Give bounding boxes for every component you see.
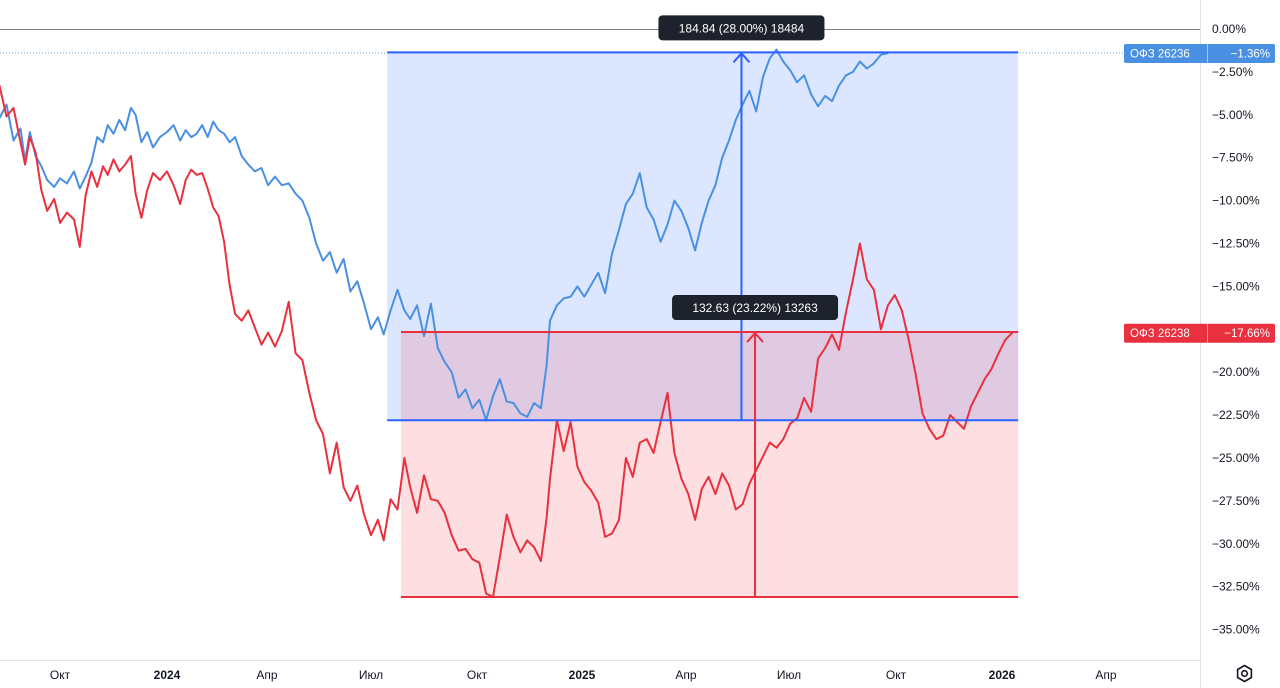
last-value-tag-2[interactable]: ОФЗ 26238 −17.66% xyxy=(1124,323,1275,343)
x-tick-label: Апр xyxy=(675,668,697,682)
last-value-tag-1[interactable]: ОФЗ 26236 −1.36% xyxy=(1124,44,1275,64)
x-tick-label: Окт xyxy=(886,668,907,682)
x-tick-label: 2024 xyxy=(154,668,181,682)
x-tick-label: Окт xyxy=(50,668,71,682)
settings-button[interactable] xyxy=(1235,664,1254,683)
measure-fills xyxy=(387,52,1019,597)
measure-fill-2 xyxy=(400,332,1019,597)
y-tick-label: −2.50% xyxy=(1212,65,1253,79)
x-tick-label: Апр xyxy=(1095,668,1117,682)
y-tick-label: 0.00% xyxy=(1212,22,1246,36)
y-tick-label: −12.50% xyxy=(1212,237,1260,251)
y-axis[interactable]: 0.00% −2.50% −5.00% −7.50% −10.00% −12.50% −15… xyxy=(1212,22,1260,637)
y-tick-label: −20.00% xyxy=(1212,365,1260,379)
measure-arrow-head-2 xyxy=(746,332,764,343)
y-tick-label: −15.00% xyxy=(1212,279,1260,293)
measure-lines xyxy=(387,51,1019,598)
zero-line xyxy=(0,0,1201,688)
y-tick-label: −25.00% xyxy=(1212,451,1260,465)
measure-arrow-head-1 xyxy=(732,52,751,64)
x-tick-label: 2025 xyxy=(569,668,596,682)
measure-label-2: 132.63 (23.22%) 13263 xyxy=(672,295,839,321)
last-value-series-name-1: ОФЗ 26236 xyxy=(1130,49,1190,61)
y-tick-label: −22.50% xyxy=(1212,408,1260,422)
x-tick-label: 2026 xyxy=(989,668,1016,682)
y-tick-label: −7.50% xyxy=(1212,151,1253,165)
y-tick-label: −27.50% xyxy=(1212,494,1260,508)
measure-label-1: 184.84 (28.00%) 18484 xyxy=(658,15,825,41)
series-line-2[interactable] xyxy=(0,84,1014,598)
last-value-number-2: −17.66% xyxy=(1224,328,1270,340)
y-tick-label: −5.00% xyxy=(1212,108,1253,122)
x-tick-label: Окт xyxy=(467,668,488,682)
measure-label-box-1 xyxy=(658,15,825,41)
last-value-number-1: −1.36% xyxy=(1231,49,1270,61)
measure-labels: 184.84 (28.00%) 18484 132.63 (23.22%) 132… xyxy=(658,15,839,321)
last-value-tags: ОФЗ 26236 −1.36% ОФЗ 26238 −17.66% xyxy=(1124,44,1275,343)
y-tick-label: −35.00% xyxy=(1212,623,1260,637)
series-line-1[interactable] xyxy=(0,48,889,422)
last-value-tag-box-2 xyxy=(1124,323,1275,343)
settings-gear-center xyxy=(1240,669,1249,678)
last-value-series-name-2: ОФЗ 26238 xyxy=(1130,328,1190,340)
x-axis[interactable]: Окт 2024 Апр Июл Окт 2025 Апр Июл Окт 2026 Апр xyxy=(50,668,1117,682)
x-tick-label: Июл xyxy=(777,668,801,682)
x-tick-label: Июл xyxy=(359,668,383,682)
measure-label-text-1: 184.84 (28.00%) 18484 xyxy=(679,21,805,35)
settings-gear-icon[interactable] xyxy=(1236,664,1253,683)
y-tick-label: −10.00% xyxy=(1212,194,1260,208)
x-tick-label: Апр xyxy=(256,668,278,682)
measure-label-text-2: 132.63 (23.22%) 13263 xyxy=(692,301,818,315)
y-tick-label: −32.50% xyxy=(1212,580,1260,594)
last-value-tag-box-1 xyxy=(1124,44,1275,64)
y-tick-label: −30.00% xyxy=(1212,537,1260,551)
measure-label-box-2 xyxy=(672,295,839,321)
